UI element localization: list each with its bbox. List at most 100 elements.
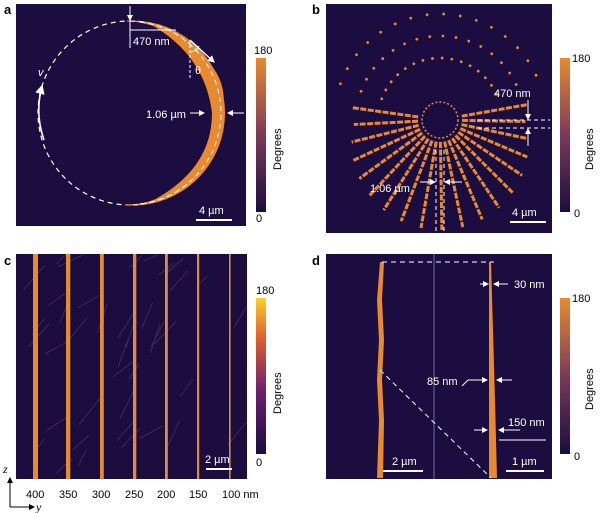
panel-b-dot — [393, 22, 397, 26]
panel-b-ray — [352, 127, 421, 162]
panel-c-noise-streak — [77, 295, 100, 309]
panel-d-colorbar-title: Degrees — [584, 368, 596, 410]
panel-b-dot — [514, 83, 518, 86]
panel-c-label: c — [4, 253, 11, 268]
panel-b-dot — [450, 57, 454, 61]
panel-c-z-label: z — [2, 462, 8, 476]
panel-b-ray — [353, 119, 419, 127]
panel-b-dot — [384, 88, 388, 92]
panel-d-85-leader — [461, 379, 469, 387]
panel-b-ray — [454, 134, 514, 194]
panel-d-zoom-diagonal — [379, 369, 492, 479]
panel-a-colorbar-max: 180 — [254, 45, 272, 57]
panel-b-dot — [381, 57, 385, 60]
panel-b-dot — [516, 46, 519, 50]
panel-d-150-label: 150 nm — [508, 417, 545, 429]
panel-c-noise-streak — [150, 323, 161, 354]
panel-d-label: d — [312, 253, 320, 268]
panel-b-dot — [489, 25, 493, 29]
panel-b-ray — [461, 118, 526, 123]
panel-c-line — [197, 254, 200, 479]
panel-c-noise-streak — [169, 270, 189, 292]
panel-b-colorbar-title: Degrees — [584, 128, 596, 170]
panel-c-noise-streak — [143, 254, 158, 262]
panel-c-tick: 100 nm — [222, 489, 259, 501]
panel-c-noise-streak — [141, 303, 153, 329]
panel-b-dot — [345, 67, 349, 71]
panel-c-line — [229, 254, 231, 479]
panel-b-dot — [458, 14, 462, 18]
panel-b-ray — [457, 131, 523, 177]
panel-b-scalebar-label: 4 µm — [512, 207, 537, 219]
panel-b: b 470 nm 1.06 µm 4 µm 180 0 Degrees — [312, 2, 596, 233]
panel-b-ray — [368, 135, 427, 197]
panel-c-noise-streak — [116, 310, 136, 340]
panel-c-noise-streak — [139, 425, 163, 440]
panel-b-dot — [468, 64, 472, 68]
panel-a-image — [16, 4, 246, 226]
panel-b-dot — [500, 61, 503, 65]
panel-b-ray — [451, 137, 501, 209]
panel-c-noise-streak — [55, 254, 66, 265]
panel-c-line — [33, 254, 38, 479]
panel-b-dot — [508, 71, 512, 75]
panel-c-line — [100, 254, 104, 479]
panel-b-ray — [419, 141, 438, 229]
panel-a-colorbar-min: 0 — [256, 213, 262, 225]
panel-a-scalebar-label: 4 µm — [199, 205, 224, 217]
panel-b-dot — [415, 37, 419, 41]
panel-d-colorbar-min: 0 — [574, 451, 580, 463]
panel-c-noise-streak — [28, 323, 50, 347]
panel-b-dot — [441, 34, 445, 38]
panel-c-noise-streak — [120, 428, 140, 449]
panel-c-noise-streak — [77, 449, 87, 467]
panel-b-dot — [428, 35, 432, 39]
panel-a-theta-arrow — [189, 39, 215, 63]
panel-b-rays — [338, 12, 538, 231]
panel-b-dot — [391, 48, 395, 52]
panel-b-dot — [490, 83, 493, 87]
panel-c-noise-streak — [48, 293, 66, 306]
panel-b-dot — [409, 16, 413, 20]
panel-a-theta-arc — [189, 45, 200, 53]
panel-b-ray — [399, 140, 434, 222]
panel-a-theta-label: θ — [195, 65, 201, 77]
panel-b-dot — [421, 59, 425, 62]
panel-c: c 2 µm 180 0 Degrees 400 350 300 250 200… — [2, 253, 284, 513]
panel-b-dot — [503, 35, 507, 38]
panel-a-velocity-arrow — [35, 84, 45, 141]
panel-b-label: b — [312, 2, 320, 17]
panel-b-dot — [379, 30, 383, 34]
panel-b-dot — [442, 12, 446, 16]
panel-c-noise-streak — [233, 307, 247, 328]
panel-c-noise-streak — [71, 435, 89, 451]
panel-c-colorbar-max: 180 — [256, 285, 274, 297]
panel-b-dot — [534, 73, 538, 77]
panel-a-label: a — [4, 2, 12, 17]
panel-c-noise-streak — [78, 395, 103, 425]
panel-b-ray — [443, 141, 465, 228]
panel-b-dot — [479, 45, 483, 48]
panel-d-colorbar — [560, 298, 570, 454]
panel-c-noise-streak — [116, 421, 134, 441]
panel-b-dot — [476, 69, 480, 73]
panel-b-dot — [338, 82, 342, 86]
panel-b-ray — [447, 139, 484, 221]
panel-c-noise-streak — [166, 420, 180, 448]
panel-c-line — [165, 254, 168, 479]
panel-b-dot — [526, 59, 530, 63]
panel-a-colorbar-title: Degrees — [272, 128, 284, 170]
panel-d-scalebar-left-label: 2 µm — [392, 456, 417, 468]
panel-b-dot — [494, 92, 498, 96]
panel-b-ray — [382, 137, 430, 211]
panel-b-dot — [412, 62, 416, 66]
panel-c-line — [133, 254, 137, 479]
panel-c-tick: 200 — [157, 489, 175, 501]
panel-a-crescent-band — [150, 24, 224, 202]
panel-b-center-hole — [421, 101, 459, 139]
panel-d-85-label: 85 nm — [427, 376, 458, 388]
panel-b-dot — [431, 57, 434, 60]
panel-b-dot — [483, 76, 487, 80]
panel-b-dot — [355, 53, 358, 57]
